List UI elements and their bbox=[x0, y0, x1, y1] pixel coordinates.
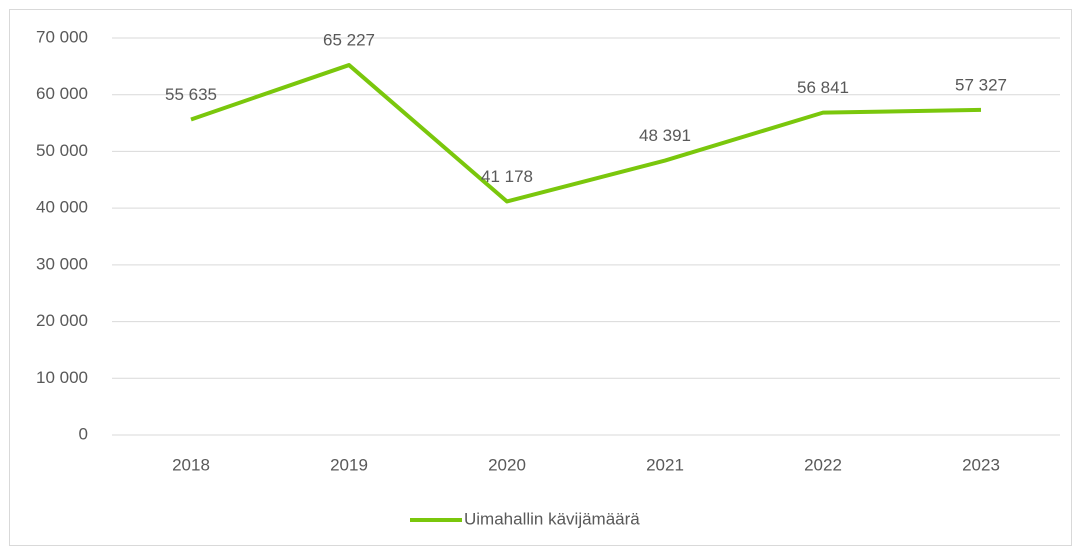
legend-label: Uimahallin kävijämäärä bbox=[464, 509, 640, 528]
y-tick-label: 20 000 bbox=[36, 311, 88, 330]
data-label: 57 327 bbox=[955, 75, 1007, 94]
x-tick-label: 2023 bbox=[962, 455, 1000, 474]
data-label: 48 391 bbox=[639, 126, 691, 145]
series-line bbox=[190, 63, 982, 204]
y-tick-label: 70 000 bbox=[36, 27, 88, 46]
y-tick-label: 0 bbox=[79, 424, 88, 443]
y-tick-label: 50 000 bbox=[36, 141, 88, 160]
y-tick-label: 40 000 bbox=[36, 198, 88, 217]
data-label: 65 227 bbox=[323, 31, 375, 50]
x-tick-label: 2019 bbox=[330, 455, 368, 474]
chart-border bbox=[9, 9, 1072, 546]
x-tick-label: 2021 bbox=[646, 455, 684, 474]
x-tick-label: 2022 bbox=[804, 455, 842, 474]
y-tick-label: 30 000 bbox=[36, 254, 88, 273]
y-tick-label: 60 000 bbox=[36, 84, 88, 103]
data-label: 56 841 bbox=[797, 78, 849, 97]
data-label: 41 178 bbox=[481, 167, 533, 186]
y-tick-label: 10 000 bbox=[36, 368, 88, 387]
data-label: 55 635 bbox=[165, 85, 217, 104]
x-tick-label: 2018 bbox=[172, 455, 210, 474]
x-tick-label: 2020 bbox=[488, 455, 526, 474]
